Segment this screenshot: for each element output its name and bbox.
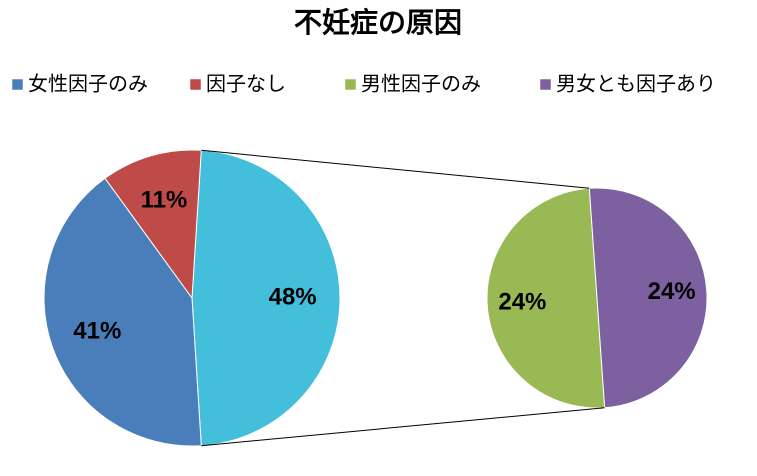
legend-marker xyxy=(189,78,202,91)
data-label: 41% xyxy=(73,317,121,344)
pie-slice xyxy=(486,187,606,409)
legend-label: 因子なし xyxy=(206,72,286,96)
connector xyxy=(201,149,590,189)
legend-label: 男性因子のみ xyxy=(361,72,481,96)
connector xyxy=(201,407,605,447)
data-label: 24% xyxy=(648,278,696,305)
legend-marker xyxy=(11,78,24,91)
legend-marker xyxy=(344,78,357,91)
data-label: 11% xyxy=(141,187,188,214)
pie-slice xyxy=(191,149,341,447)
data-label: 24% xyxy=(498,289,546,316)
data-label: 48% xyxy=(269,283,317,310)
pie-slice xyxy=(588,187,708,409)
pie-slice xyxy=(43,177,202,447)
pie-slice xyxy=(104,149,202,300)
chart-title: 不妊症の原因 xyxy=(294,6,462,39)
legend-label: 男女とも因子あり xyxy=(556,72,716,96)
legend-marker xyxy=(539,78,552,91)
legend-label: 女性因子のみ xyxy=(28,72,148,96)
